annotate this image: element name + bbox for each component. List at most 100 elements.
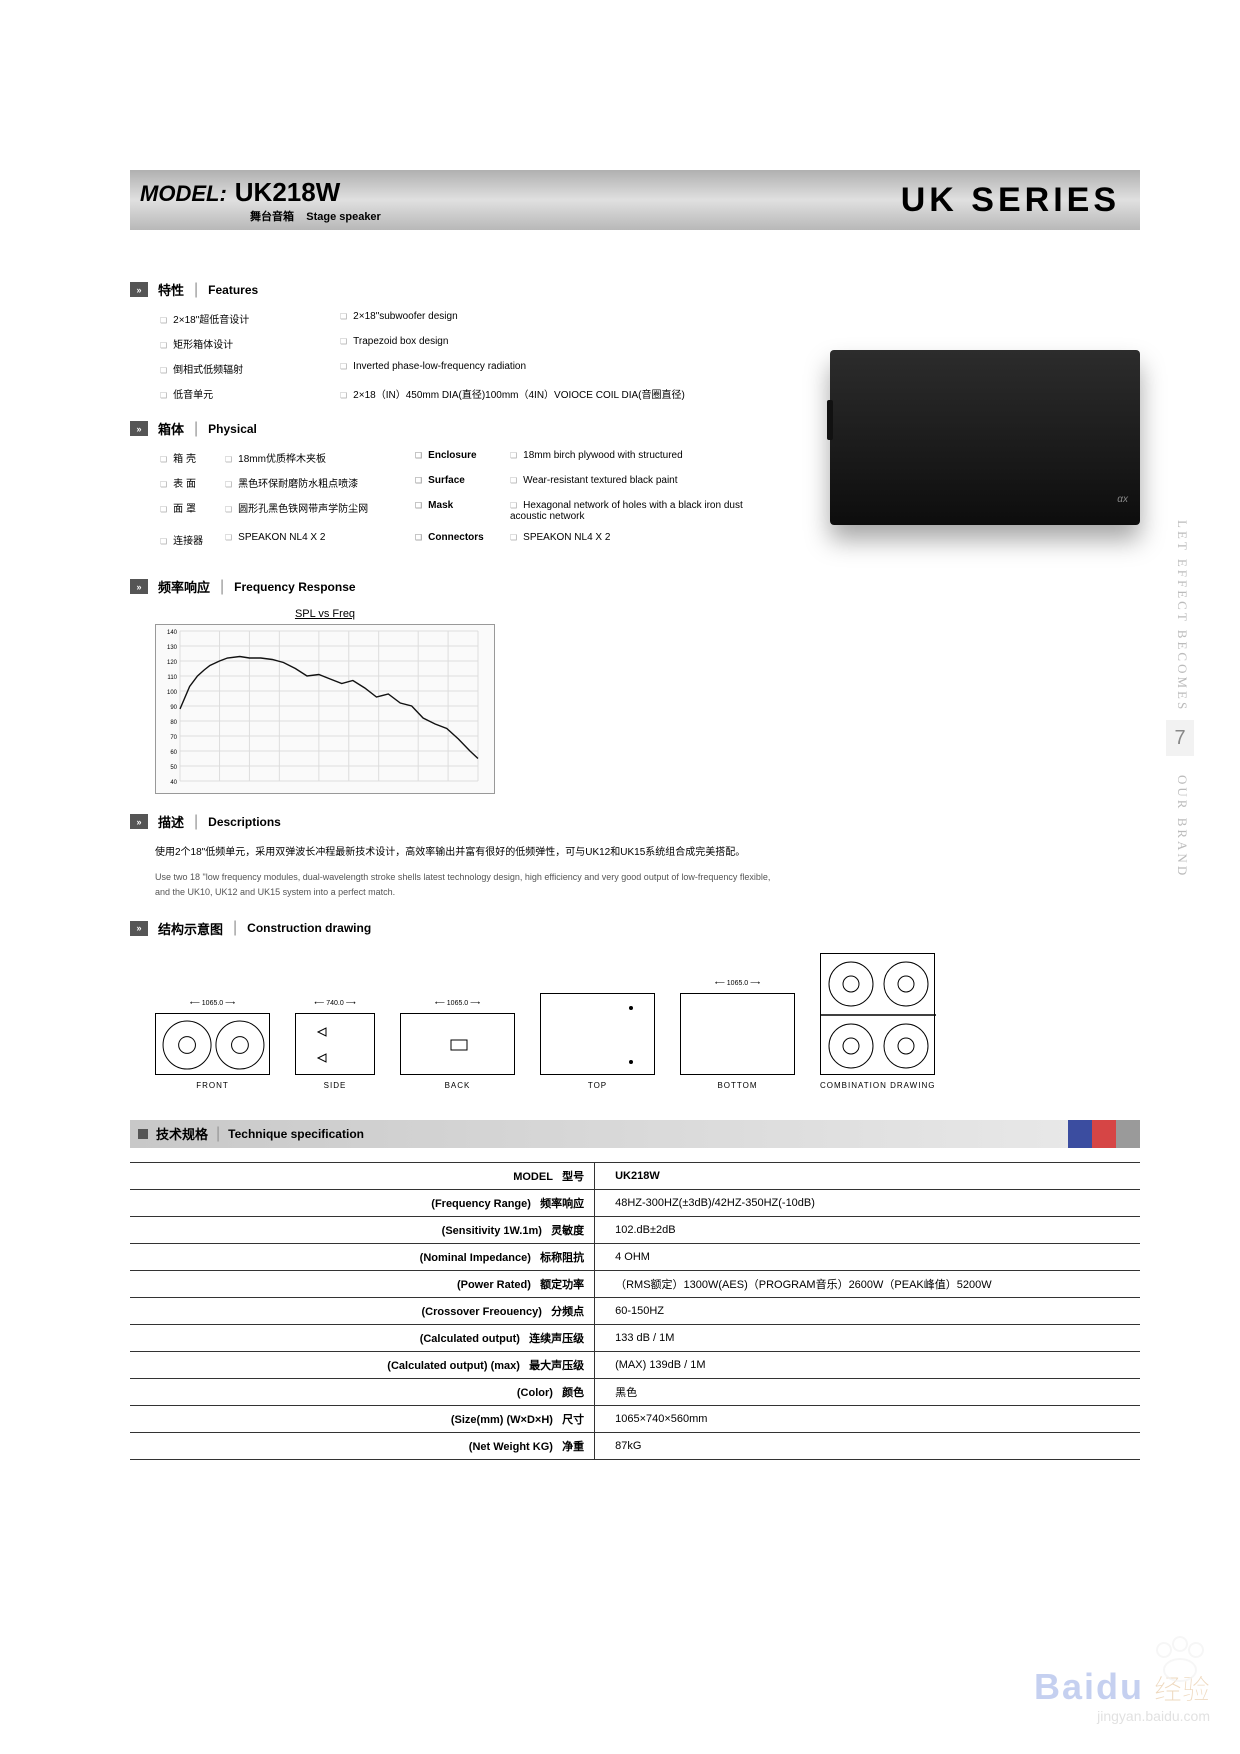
description-block: 使用2个18"低频单元，采用双弹波长冲程最新技术设计，高效率输出并富有很好的低频… xyxy=(155,843,775,901)
svg-text:130: 130 xyxy=(167,645,178,651)
spec-row: (Net Weight KG) 净重87kG xyxy=(130,1432,1140,1459)
phys-cell: Surface xyxy=(415,475,510,490)
chevron-icon: » xyxy=(130,814,148,829)
phys-cell: SPEAKON NL4 X 2 xyxy=(510,532,770,547)
svg-text:60: 60 xyxy=(170,750,177,756)
phys-cell: 连接器 xyxy=(160,532,225,547)
sec-desc-en: Descriptions xyxy=(208,815,281,829)
spec-row: (Power Rated) 额定功率（RMS额定）1300W(AES)（PROG… xyxy=(130,1270,1140,1297)
side-tagline-2: OUR BRAND xyxy=(1174,775,1190,878)
chevron-icon: » xyxy=(130,282,148,297)
model-label: MODEL: xyxy=(140,181,227,207)
phys-cell: 黑色环保耐磨防水粗点喷漆 xyxy=(225,475,415,490)
desc-cn: 使用2个18"低频单元，采用双弹波长冲程最新技术设计，高效率输出并富有很好的低频… xyxy=(155,843,775,862)
phys-cell: 箱 壳 xyxy=(160,450,225,465)
page-number: 7 xyxy=(1166,720,1194,756)
sec-features-cn: 特性 xyxy=(158,280,184,299)
construction-view: ⟵ 740.0 ⟶SIDE xyxy=(295,999,375,1090)
section-desc: » 描述 | Descriptions xyxy=(130,812,1140,831)
paw-icon xyxy=(1150,1636,1210,1686)
phys-cell: 表 面 xyxy=(160,475,225,490)
tech-cn: 技术规格 xyxy=(156,1124,208,1143)
section-features: » 特性 | Features xyxy=(130,280,1140,299)
phys-cell: Connectors xyxy=(415,532,510,547)
section-freq: » 频率响应 | Frequency Response xyxy=(130,577,1140,596)
svg-text:140: 140 xyxy=(167,630,178,636)
feature-cn: 矩形箱体设计 xyxy=(160,336,340,351)
feature-cn: 倒相式低频辐射 xyxy=(160,361,340,376)
svg-text:110: 110 xyxy=(167,675,177,681)
spec-table: MODEL 型号UK218W(Frequency Range) 频率响应48HZ… xyxy=(130,1162,1140,1460)
sec-desc-cn: 描述 xyxy=(158,812,184,831)
spec-row: (Frequency Range) 频率响应48HZ-300HZ(±3dB)/4… xyxy=(130,1189,1140,1216)
feature-cn: 2×18"超低音设计 xyxy=(160,311,340,326)
feature-en: Inverted phase-low-frequency radiation xyxy=(340,361,760,376)
subtitle-en: Stage speaker xyxy=(306,211,381,223)
desc-en: Use two 18 "low frequency modules, dual-… xyxy=(155,870,775,901)
sec-features-en: Features xyxy=(208,283,258,297)
spec-row: (Calculated output) (max) 最大声压级(MAX) 139… xyxy=(130,1351,1140,1378)
sec-freq-en: Frequency Response xyxy=(234,580,355,594)
phys-cell: SPEAKON NL4 X 2 xyxy=(225,532,415,547)
chevron-icon: » xyxy=(130,579,148,594)
construction-view: TOP xyxy=(540,993,655,1090)
svg-text:40: 40 xyxy=(170,780,177,786)
accent-square xyxy=(1116,1120,1140,1148)
sec-freq-cn: 频率响应 xyxy=(158,577,210,596)
svg-text:80: 80 xyxy=(170,720,177,726)
tech-en: Technique specification xyxy=(228,1127,364,1141)
construction-view: COMBINATION DRAWING xyxy=(820,953,935,1090)
phys-cell: 18mm优质桦木夹板 xyxy=(225,450,415,465)
watermark-url: jingyan.baidu.com xyxy=(1034,1708,1210,1724)
spec-row: (Nominal Impedance) 标称阻抗4 OHM xyxy=(130,1243,1140,1270)
sec-physical-cn: 箱体 xyxy=(158,419,184,438)
accent-square xyxy=(1068,1120,1092,1148)
sec-constr-cn: 结构示意图 xyxy=(158,919,223,938)
phys-cell: 18mm birch plywood with structured xyxy=(510,450,770,465)
svg-text:90: 90 xyxy=(170,705,177,711)
spec-row: (Size(mm) (W×D×H) 尺寸1065×740×560mm xyxy=(130,1405,1140,1432)
product-photo xyxy=(830,350,1140,525)
chevron-icon: » xyxy=(130,921,148,936)
phys-cell: Wear-resistant textured black paint xyxy=(510,475,770,490)
feature-en: 2×18（IN）450mm DIA(直径)100mm（4IN）VOIOCE CO… xyxy=(340,386,760,401)
spec-row: (Crossover Freouency) 分频点60-150HZ xyxy=(130,1297,1140,1324)
feature-en: 2×18"subwoofer design xyxy=(340,311,760,326)
spec-row: (Color) 颜色黑色 xyxy=(130,1378,1140,1405)
tech-header: 技术规格 | Technique specification xyxy=(130,1120,1140,1148)
construction-view: ⟵ 1065.0 ⟶ FRONT xyxy=(155,999,270,1090)
series-title: UK SERIES xyxy=(901,181,1120,220)
phys-cell: 面 罩 xyxy=(160,500,225,522)
phys-cell: Hexagonal network of holes with a black … xyxy=(510,500,770,522)
svg-text:120: 120 xyxy=(167,660,178,666)
phys-cell: Enclosure xyxy=(415,450,510,465)
phys-cell: Mask xyxy=(415,500,510,522)
freq-chart: SPL vs Freq 40 50 60 70 80 90 100 110 120 130 140 xyxy=(155,608,495,794)
model-block: MODEL: UK218W 舞台音箱 Stage speaker xyxy=(140,177,381,224)
header-bar: MODEL: UK218W 舞台音箱 Stage speaker UK SERI… xyxy=(130,170,1140,230)
watermark-main: Baidu xyxy=(1034,1666,1144,1707)
svg-text:70: 70 xyxy=(170,735,177,741)
chevron-icon: » xyxy=(130,421,148,436)
accent-squares xyxy=(1068,1120,1140,1148)
phys-cell: 圆形孔黑色铁网带声学防尘网 xyxy=(225,500,415,522)
construction-row: ⟵ 1065.0 ⟶ FRONT ⟵ 740.0 ⟶SIDE ⟵ 1065.0 ⟶B… xyxy=(155,953,1140,1090)
freq-chart-svg: 40 50 60 70 80 90 100 110 120 130 140 xyxy=(156,625,496,795)
construction-view: ⟵ 1065.0 ⟶BACK xyxy=(400,999,515,1090)
watermark: Baidu经验 jingyan.baidu.com xyxy=(1034,1666,1210,1724)
sec-constr-en: Construction drawing xyxy=(247,921,371,935)
square-icon xyxy=(138,1129,148,1139)
model-name: UK218W xyxy=(235,177,340,208)
svg-text:100: 100 xyxy=(167,690,178,696)
construction-view: ⟵ 1065.0 ⟶BOTTOM xyxy=(680,979,795,1090)
spec-row: (Calculated output) 连续声压级133 dB / 1M xyxy=(130,1324,1140,1351)
accent-square xyxy=(1092,1120,1116,1148)
section-constr: » 结构示意图 | Construction drawing xyxy=(130,919,1140,938)
feature-en: Trapezoid box design xyxy=(340,336,760,351)
side-tagline: LET EFFECT BECOMES xyxy=(1174,520,1190,712)
svg-text:50: 50 xyxy=(170,765,177,771)
chart-title: SPL vs Freq xyxy=(155,608,495,620)
feature-cn: 低音单元 xyxy=(160,386,340,401)
spec-row: (Sensitivity 1W.1m) 灵敏度102.dB±2dB xyxy=(130,1216,1140,1243)
sec-physical-en: Physical xyxy=(208,422,257,436)
